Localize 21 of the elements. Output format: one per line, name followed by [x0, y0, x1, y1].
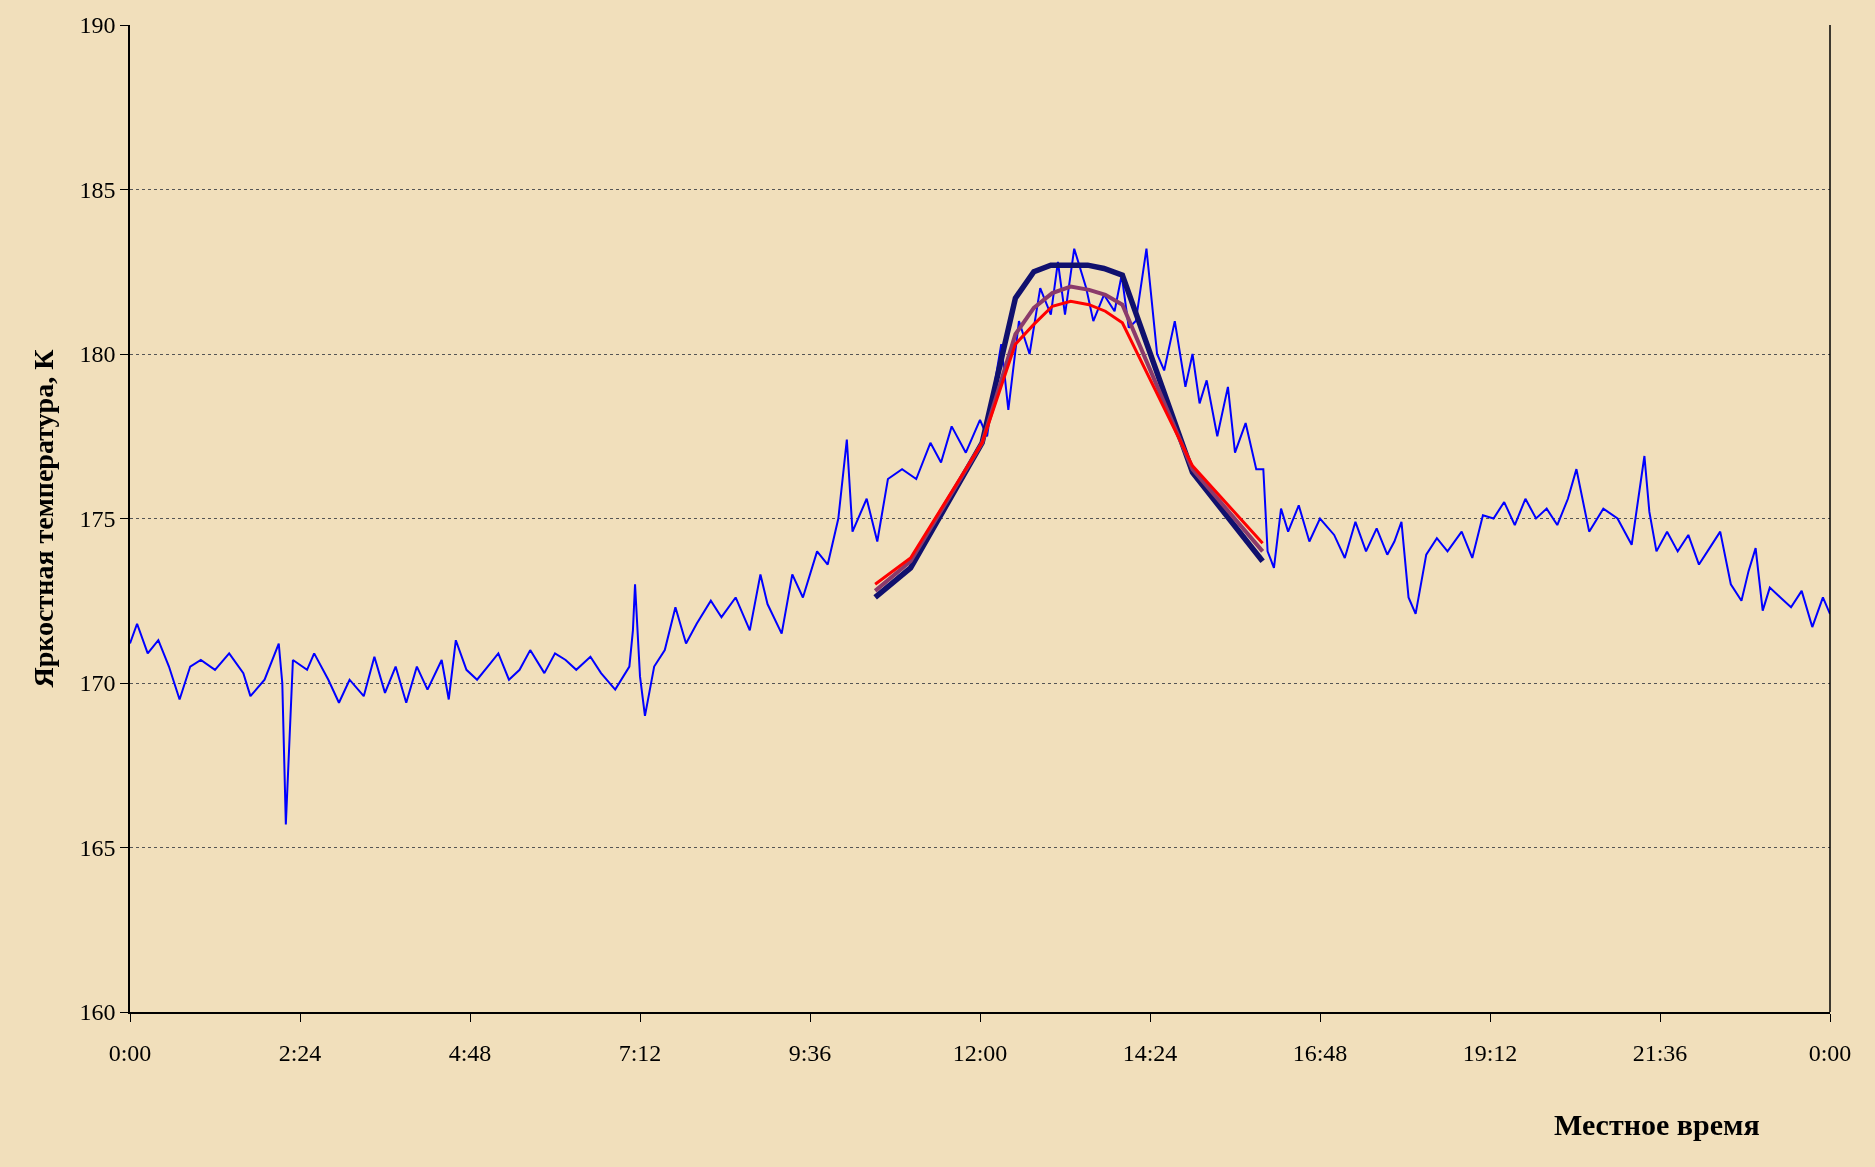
x-tick-label: 12:00 [952, 1039, 1008, 1066]
y-tick-label: 160 [79, 999, 116, 1026]
x-tick-label: 4:48 [448, 1039, 492, 1066]
y-axis-title: Яркостная температура, К [27, 348, 59, 688]
y-tick-label: 165 [79, 834, 116, 861]
x-tick-label: 0:00 [1808, 1039, 1852, 1066]
x-tick-label: 9:36 [788, 1039, 832, 1066]
x-tick-label: 16:48 [1292, 1039, 1348, 1066]
y-tick-label: 180 [79, 341, 116, 368]
x-tick-label: 0:00 [108, 1039, 152, 1066]
line-series [130, 247, 1830, 826]
x-tick-label: 21:36 [1632, 1039, 1688, 1066]
x-tick-label: 19:12 [1462, 1039, 1518, 1066]
x-tick-label: 7:12 [618, 1039, 662, 1066]
y-tick-label: 175 [79, 505, 116, 532]
x-tick-label: 2:24 [278, 1039, 322, 1066]
y-tick-label: 185 [79, 176, 116, 203]
y-tick-label: 190 [79, 12, 116, 39]
x-tick-label: 14:24 [1122, 1039, 1178, 1066]
y-tick-label: 170 [79, 670, 116, 697]
x-axis-title: Местное время [1554, 1108, 1760, 1141]
